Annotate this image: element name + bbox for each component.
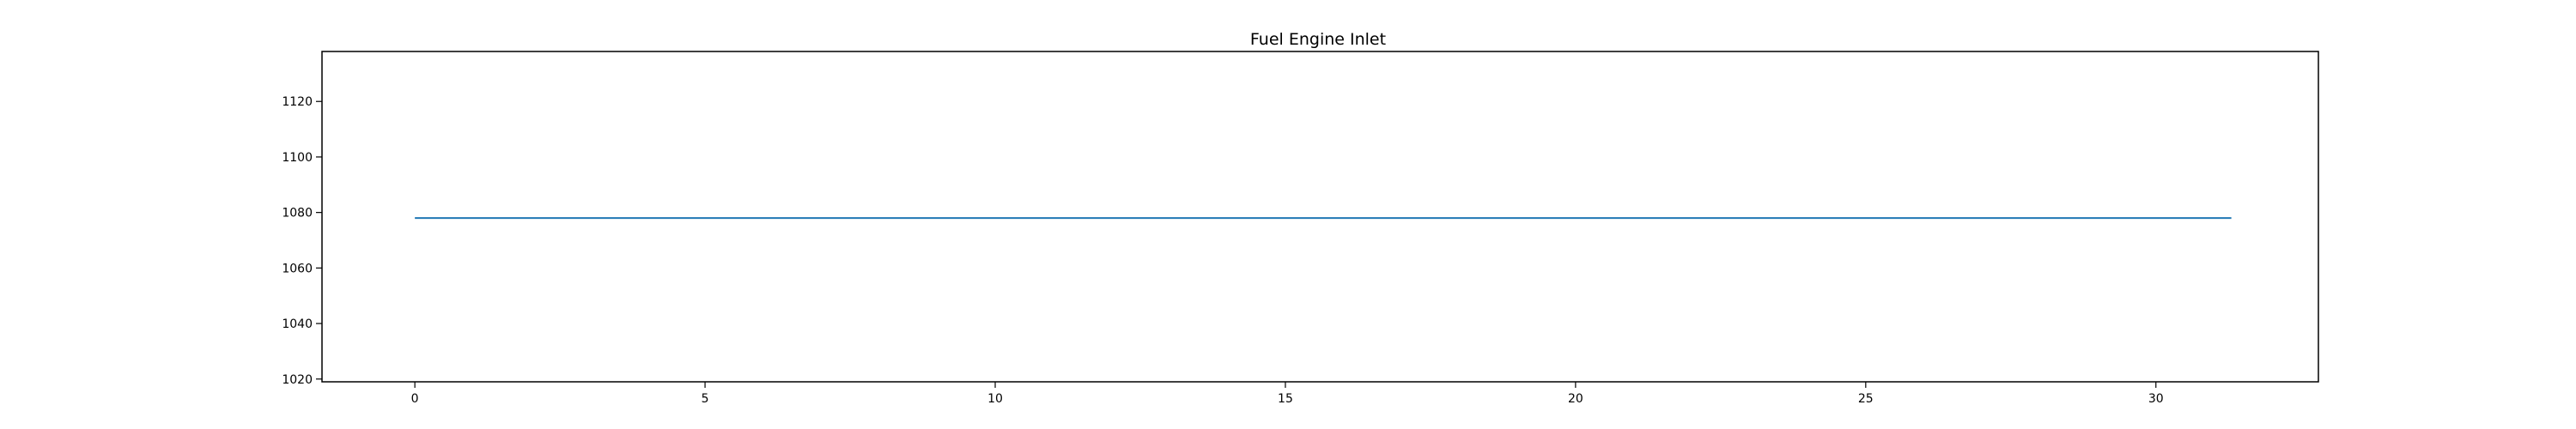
y-tick-label: 1040	[282, 317, 313, 331]
x-tick-label: 5	[702, 392, 709, 406]
y-axis: 1020 1040 1060 1080 1100 1120	[282, 95, 322, 387]
y-tick-label: 1080	[282, 207, 313, 221]
y-tick-label: 1100	[282, 151, 313, 165]
x-axis: 0 5 10 15 20 25 30	[411, 382, 2164, 406]
x-tick-label: 0	[411, 392, 419, 406]
x-tick-label: 30	[2148, 392, 2164, 406]
y-tick-label: 1060	[282, 262, 313, 275]
chart-title: Fuel Engine Inlet	[1250, 30, 1386, 49]
y-tick-label: 1120	[282, 95, 313, 109]
x-tick-label: 20	[1568, 392, 1583, 406]
x-tick-label: 25	[1858, 392, 1874, 406]
x-tick-label: 15	[1278, 392, 1293, 406]
x-tick-label: 10	[987, 392, 1003, 406]
plot-frame	[321, 51, 2319, 383]
plot-area	[322, 51, 2318, 382]
y-tick-label: 1020	[282, 373, 313, 387]
